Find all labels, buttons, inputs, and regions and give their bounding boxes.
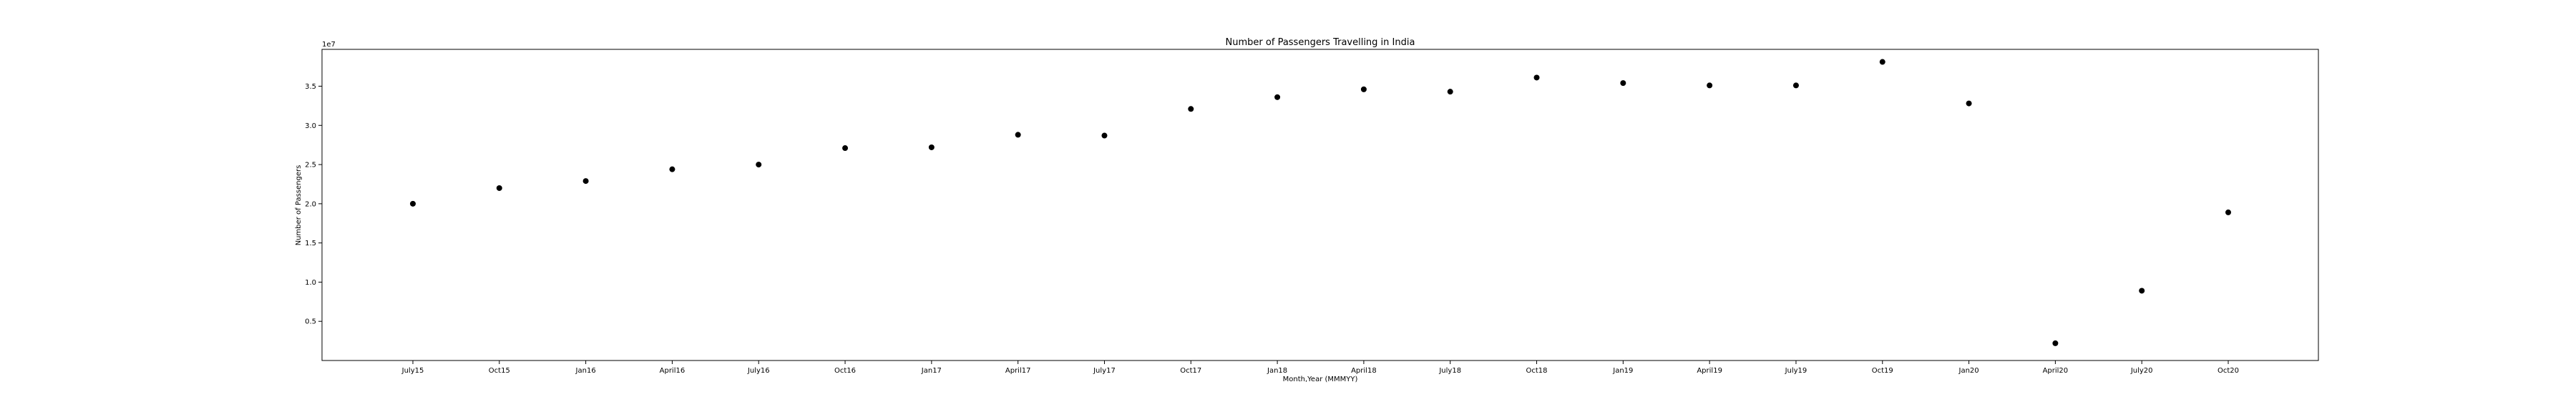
x-tick-label: July20: [2130, 367, 2153, 375]
x-tick-label: July19: [1785, 367, 1807, 375]
x-tick-label: July16: [747, 367, 770, 375]
chart-title: Number of Passengers Travelling in India: [1226, 37, 1415, 48]
data-point: [1447, 89, 1453, 95]
y-axis-label: Number of Passengers: [295, 165, 303, 246]
data-point: [1620, 80, 1626, 87]
data-points: [410, 59, 2231, 346]
x-tick-label: July17: [1093, 367, 1116, 375]
data-point: [1360, 86, 1367, 92]
x-tick-label: July15: [401, 367, 424, 375]
y-tick-label: 3.5: [305, 83, 316, 91]
x-tick-label: Jan18: [1267, 367, 1287, 375]
data-point: [1533, 74, 1540, 81]
x-tick-label: Jan17: [921, 367, 942, 375]
y-tick-label: 1.0: [305, 279, 316, 287]
y-axis-ticks: 0.5 1.0 1.5 2.0 2.5 3.0 3.5: [305, 83, 322, 326]
x-tick-label: Oct16: [834, 367, 856, 375]
data-point: [928, 144, 935, 150]
data-point: [1792, 82, 1799, 89]
x-tick-label: July18: [1438, 367, 1461, 375]
data-point: [2225, 209, 2231, 215]
data-point: [582, 178, 589, 185]
x-tick-label: April16: [660, 367, 686, 375]
data-point: [756, 162, 762, 168]
x-axis-label: Month,Year (MMMYY): [1283, 376, 1358, 383]
x-tick-label: Oct15: [489, 367, 510, 375]
x-tick-label: Oct20: [2218, 367, 2239, 375]
x-tick-label: Jan20: [1958, 367, 1979, 375]
y-tick-label: 3.0: [305, 122, 316, 130]
x-tick-label: April19: [1697, 367, 1722, 375]
y-tick-label: 0.5: [305, 318, 316, 326]
x-tick-label: April18: [1351, 367, 1377, 375]
x-tick-label: Oct19: [1872, 367, 1893, 375]
x-tick-label: Jan16: [575, 367, 596, 375]
x-tick-label: Oct18: [1526, 367, 1548, 375]
x-axis-ticks: July15 Oct15 Jan16 April16 July16 Oct16 Jan17 A…: [401, 360, 2239, 375]
data-point: [1966, 100, 1972, 107]
data-point: [410, 200, 416, 207]
data-point: [1101, 132, 1108, 139]
y-offset-text: 1e7: [322, 41, 336, 49]
plot-area: [321, 49, 2319, 361]
data-point: [1707, 82, 1713, 89]
x-tick-label: Oct17: [1180, 367, 1201, 375]
data-point: [2052, 340, 2059, 346]
data-point: [669, 166, 675, 172]
data-point: [496, 185, 502, 191]
data-point: [2139, 288, 2145, 294]
data-point: [1188, 106, 1194, 112]
x-tick-label: April17: [1005, 367, 1031, 375]
data-point: [1879, 59, 1885, 65]
y-tick-label: 1.5: [305, 240, 316, 247]
x-tick-label: Jan19: [1612, 367, 1633, 375]
y-tick-label: 2.0: [305, 200, 316, 208]
data-point: [1015, 132, 1021, 138]
data-point: [1274, 94, 1281, 100]
y-tick-label: 2.5: [305, 162, 316, 170]
data-point: [842, 145, 849, 152]
x-tick-label: April20: [2043, 367, 2069, 375]
